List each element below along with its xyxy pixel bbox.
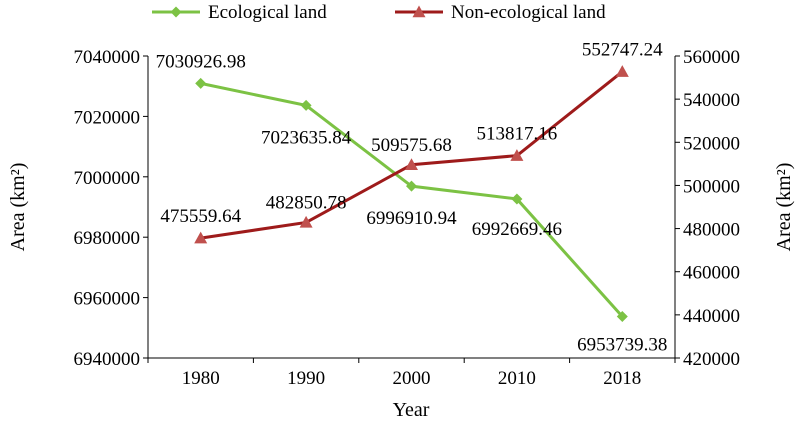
series-group <box>194 65 629 323</box>
diamond-marker <box>195 77 207 89</box>
right-tick-label: 560000 <box>683 47 740 68</box>
left-axis-title: Area (km²) <box>7 163 29 252</box>
x-axis-title: Year <box>393 399 430 421</box>
diamond-marker <box>406 180 417 192</box>
left-ticks: 6940000 6960000 6980000 7000000 7020000 70400… <box>74 47 148 370</box>
right-tick-label: 520000 <box>683 133 740 154</box>
legend-triangle-marker <box>412 5 426 18</box>
diamond-marker <box>511 193 523 205</box>
right-tick-label: 420000 <box>683 349 740 370</box>
right-tick-label: 540000 <box>683 90 740 111</box>
right-axis-title: Area (km²) <box>773 163 795 252</box>
x-tick-label: 1980 <box>182 368 220 389</box>
triangle-marker <box>510 149 524 161</box>
right-tick-label: 480000 <box>683 220 740 241</box>
legend: Ecological land Non-ecological land <box>152 2 606 23</box>
diamond-marker <box>616 311 628 323</box>
axes <box>147 56 676 359</box>
legend-label-non-ecological: Non-ecological land <box>451 2 606 23</box>
left-tick-label: 7000000 <box>74 168 141 189</box>
left-tick-label: 7020000 <box>74 107 141 128</box>
triangle-marker <box>405 158 418 170</box>
triangle-marker <box>615 65 629 77</box>
data-label-non-ecological: 552747.24 <box>582 40 663 61</box>
x-tick-label: 2018 <box>603 368 641 389</box>
x-tick-label: 1990 <box>287 368 325 389</box>
x-ticks: 1980 1990 2000 2010 2018 <box>147 358 676 389</box>
data-label-ecological: 7023635.84 <box>261 127 352 148</box>
right-tick-label: 440000 <box>683 306 740 327</box>
series-line-ecological <box>200 81 624 318</box>
data-label-non-ecological: 482850.78 <box>266 192 347 213</box>
data-label-ecological: 6996910.94 <box>366 208 457 229</box>
data-label-ecological: 6953739.38 <box>577 335 667 356</box>
diamond-marker <box>300 99 312 111</box>
left-tick-label: 6940000 <box>74 349 141 370</box>
right-ticks: 420000 440000 460000 480000 500000 520000 5400… <box>675 47 740 370</box>
left-tick-label: 7040000 <box>74 47 141 68</box>
x-tick-label: 2000 <box>393 368 431 389</box>
legend-label-ecological: Ecological land <box>208 2 327 23</box>
data-label-non-ecological: 475559.64 <box>160 206 241 227</box>
right-tick-label: 500000 <box>683 176 740 197</box>
data-labels: 7030926.98 7023635.84 6996910.94 6992669.46… <box>156 40 668 356</box>
data-label-non-ecological: 509575.68 <box>371 135 452 156</box>
x-tick-label: 2010 <box>498 368 536 389</box>
left-tick-label: 6980000 <box>74 228 141 249</box>
triangle-marker <box>194 231 208 244</box>
data-label-ecological: 7030926.98 <box>156 51 246 72</box>
data-label-non-ecological: 513817.16 <box>477 124 558 145</box>
legend-diamond-marker <box>170 6 182 18</box>
right-tick-label: 460000 <box>683 263 740 284</box>
left-tick-label: 6960000 <box>74 289 141 310</box>
triangle-marker <box>299 215 313 228</box>
data-label-ecological: 6992669.46 <box>472 219 562 240</box>
